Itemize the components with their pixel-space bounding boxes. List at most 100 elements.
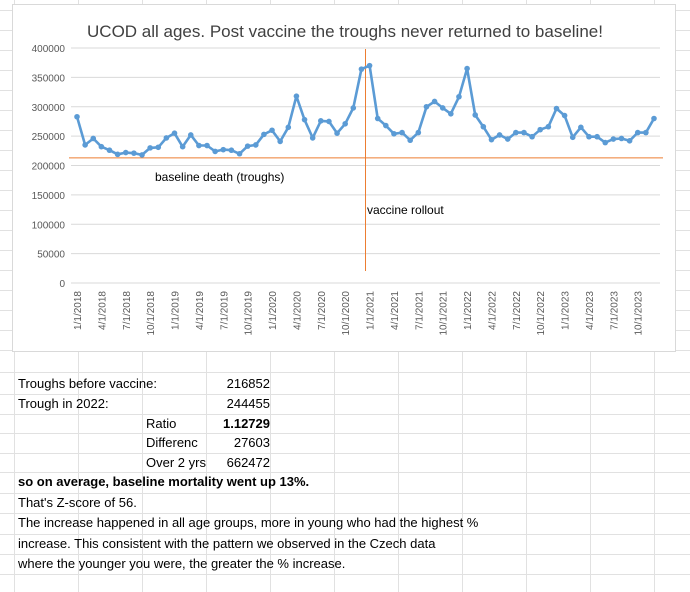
z-score-line: That's Z-score of 56. [18, 495, 137, 510]
note-line-1: The increase happened in all age groups,… [18, 515, 479, 530]
data-point [423, 103, 430, 110]
data-point [261, 131, 267, 138]
x-tick-label: 1/1/2022 [463, 291, 474, 330]
chart-area[interactable]: UCOD all ages. Post vaccine the troughs … [12, 4, 676, 352]
data-point [651, 115, 657, 122]
y-tick-label: 200000 [32, 162, 66, 173]
data-point [163, 135, 170, 141]
data-point [553, 105, 560, 112]
data-point [472, 112, 479, 118]
data-point [383, 122, 389, 129]
x-tick-label: 1/1/2018 [73, 291, 84, 330]
data-point [431, 98, 438, 105]
data-point [537, 126, 544, 133]
data-point [407, 137, 413, 144]
data-point [618, 135, 625, 142]
data-point [513, 129, 519, 136]
difference-label: Differenc [146, 435, 198, 450]
data-point [480, 123, 487, 130]
over-2-yrs-label: Over 2 yrs [146, 455, 206, 470]
note-line-3: where the younger you were, the greater … [18, 556, 346, 571]
x-tick-label: 7/1/2020 [317, 291, 328, 330]
data-point [488, 136, 495, 143]
data-point [318, 118, 324, 124]
data-point [277, 138, 283, 145]
conclusion-line: so on average, baseline mortality went u… [18, 474, 310, 489]
data-point [391, 130, 397, 137]
x-tick-label: 4/1/2023 [585, 291, 596, 330]
data-point [269, 127, 275, 134]
x-tick-label: 7/1/2019 [219, 291, 230, 330]
data-point [122, 149, 129, 156]
x-tick-label: 1/1/2020 [268, 291, 279, 330]
x-tick-label: 10/1/2023 [634, 291, 645, 336]
x-tick-label: 7/1/2022 [512, 291, 523, 330]
data-point [448, 111, 454, 117]
data-point [610, 136, 617, 142]
data-point [569, 134, 576, 141]
x-tick-label: 1/1/2023 [561, 291, 572, 330]
data-point [309, 135, 316, 141]
trough-2022-value: 244455 [226, 396, 270, 411]
x-tick-label: 4/1/2019 [195, 291, 206, 330]
x-tick-label: 10/1/2020 [341, 291, 352, 336]
data-point [594, 133, 600, 140]
x-tick-label: 10/1/2018 [146, 291, 157, 336]
data-point [114, 151, 121, 158]
data-point [350, 105, 357, 111]
y-tick-label: 400000 [32, 44, 66, 55]
data-point [326, 118, 332, 125]
troughs-before-vaccine-label: Troughs before vaccine: [18, 376, 157, 391]
data-point [155, 144, 162, 151]
data-point [220, 146, 227, 153]
data-point [187, 132, 194, 138]
data-point [602, 139, 609, 146]
data-point [399, 129, 405, 136]
troughs-before-vaccine-value: 216852 [226, 376, 270, 391]
x-tick-label: 1/1/2019 [171, 291, 182, 330]
data-point [212, 148, 218, 155]
data-point [464, 65, 470, 72]
data-point [171, 130, 178, 136]
data-point [139, 152, 145, 158]
data-point [578, 124, 584, 131]
data-point [586, 133, 592, 140]
data-point [236, 150, 243, 157]
chart-title: UCOD all ages. Post vaccine the troughs … [87, 22, 603, 41]
data-point [439, 105, 446, 111]
baseline-annotation: baseline death (troughs) [155, 170, 284, 184]
data-point [179, 143, 186, 150]
x-tick-label: 7/1/2018 [122, 291, 133, 330]
vaccine-annotation: vaccine rollout [367, 203, 444, 217]
data-point [545, 123, 552, 130]
data-point [147, 145, 153, 151]
y-tick-label: 0 [59, 279, 65, 290]
x-tick-label: 10/1/2022 [536, 291, 547, 336]
trough-2022-label: Trough in 2022: [18, 396, 109, 411]
x-tick-label: 10/1/2019 [244, 291, 255, 336]
data-point [342, 120, 348, 127]
x-tick-label: 7/1/2023 [609, 291, 620, 330]
data-point [228, 147, 235, 154]
data-point [285, 124, 292, 131]
data-point [293, 93, 300, 99]
x-tick-label: 10/1/2021 [439, 291, 450, 336]
data-point [415, 129, 422, 136]
difference-value: 27603 [233, 435, 270, 450]
data-point [496, 132, 503, 138]
data-point [244, 143, 251, 149]
data-point [643, 129, 649, 136]
data-point [98, 143, 105, 150]
over-2-yrs-value: 662472 [226, 455, 270, 470]
data-point [301, 116, 308, 123]
y-tick-label: 350000 [32, 73, 66, 84]
ratio-label: Ratio [146, 416, 177, 431]
data-point [374, 115, 381, 122]
data-point [334, 130, 340, 136]
data-point [561, 112, 568, 119]
y-tick-label: 100000 [32, 220, 66, 231]
data-point [74, 113, 80, 120]
data-point [626, 138, 633, 144]
data-point [366, 62, 373, 69]
data-point [90, 135, 97, 142]
